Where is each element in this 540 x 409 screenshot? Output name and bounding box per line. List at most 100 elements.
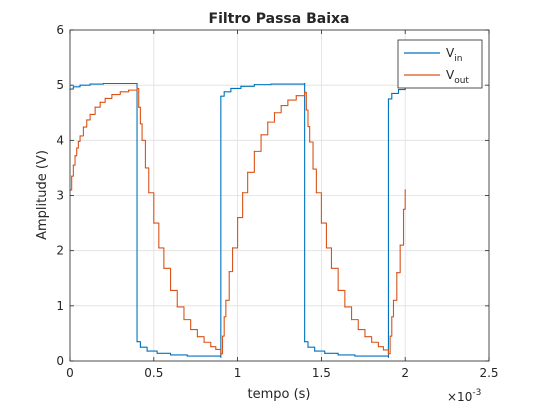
data-point-out (225, 299, 227, 301)
data-point-out (221, 335, 224, 337)
data-point-out (183, 319, 185, 321)
data-point-out (111, 93, 113, 96)
y-tick-label: 3 (56, 189, 64, 203)
x-tick-label: 1 (234, 366, 242, 380)
data-point-out (215, 348, 217, 351)
ticks: 0 0.5 1 1.5 2 2.5 0 1 2 3 4 5 6 (56, 23, 498, 380)
data-point-in (146, 350, 148, 352)
data-point-out (196, 336, 198, 338)
x-axis-label: tempo (s) (247, 387, 310, 402)
data-point-out (138, 106, 140, 108)
data-point-in (169, 354, 172, 356)
data-point-in (220, 95, 222, 97)
data-point-in (324, 352, 326, 354)
data-point-out (309, 141, 311, 143)
series-in (69, 82, 406, 358)
data-point-out (402, 208, 405, 210)
data-point-in (89, 83, 91, 85)
data-point-out (305, 109, 307, 111)
x-exponent-base: ×10 (447, 390, 472, 404)
data-point-in (156, 352, 158, 354)
data-point-in (307, 346, 309, 348)
data-point-out (389, 335, 391, 337)
data-point-out (287, 99, 289, 101)
data-point-out (223, 316, 225, 318)
y-tick-label: 0 (56, 354, 64, 368)
data-point-out (357, 328, 359, 331)
data-point-out (280, 104, 282, 107)
series-layer (69, 82, 406, 358)
data-point-in (387, 98, 390, 100)
data-point-in (387, 356, 390, 358)
data-point-out (169, 289, 172, 291)
data-point-out (176, 306, 178, 308)
data-point-out (163, 267, 165, 269)
data-point-in (314, 350, 316, 352)
data-point-in (139, 346, 141, 348)
data-point-out (382, 349, 385, 351)
data-point-out (337, 289, 339, 291)
data-point-out (210, 346, 212, 348)
data-point-out (79, 135, 81, 137)
y-tick-label: 1 (56, 299, 64, 313)
data-point-in (397, 88, 400, 91)
data-point-in (391, 92, 393, 95)
data-point-out (392, 299, 395, 301)
series-line-out (70, 87, 406, 355)
data-point-out (141, 139, 143, 141)
x-exponent-power: -3 (472, 388, 481, 398)
y-tick-label: 2 (56, 244, 64, 258)
data-point-out (344, 306, 346, 308)
data-point-out (190, 328, 192, 331)
data-point-out (304, 91, 306, 93)
data-point-out (399, 244, 401, 246)
data-point-in (270, 83, 272, 85)
data-point-out (350, 319, 353, 321)
data-point-out (153, 222, 155, 224)
data-point-out (325, 247, 328, 249)
data-point-out (330, 267, 333, 269)
data-point-out (158, 247, 160, 249)
data-point-out (404, 189, 406, 191)
y-tick-label: 4 (56, 133, 64, 147)
data-point-in (240, 85, 242, 87)
x-tick-label: 0.5 (144, 366, 163, 380)
data-point-out (74, 155, 76, 157)
data-point-out (71, 175, 73, 177)
data-point-in (354, 355, 356, 357)
data-point-out (237, 216, 239, 219)
data-point-out (77, 140, 79, 143)
data-point-in (253, 84, 255, 86)
x-exponent-label: ×10-3 (447, 388, 481, 404)
data-point-out (273, 112, 276, 114)
data-point-out (260, 134, 262, 136)
data-point-out (391, 316, 393, 318)
data-point-out (148, 192, 150, 194)
data-point-out (72, 164, 74, 166)
data-point-out (315, 192, 317, 194)
data-point-out (82, 126, 85, 128)
x-tick-label: 1.5 (312, 366, 331, 380)
y-axis-label: Amplitude (V) (35, 150, 50, 240)
x-tick-label: 2.5 (479, 366, 498, 380)
data-point-out (220, 353, 222, 355)
data-point-in (337, 354, 339, 356)
data-point-out (136, 87, 138, 90)
data-point-out (99, 101, 101, 103)
data-point-out (312, 168, 314, 170)
y-tick-label: 5 (56, 78, 64, 92)
data-point-out (396, 272, 398, 274)
data-point-out (144, 167, 147, 169)
data-point-out (89, 113, 91, 116)
data-point-out (364, 336, 366, 338)
data-point-in (102, 82, 105, 85)
data-point-out (377, 346, 379, 348)
x-tick-label: 0 (66, 366, 74, 380)
data-point-in (220, 356, 222, 358)
data-point-in (72, 86, 74, 88)
data-point-out (128, 89, 130, 91)
data-point-in (136, 82, 138, 85)
legend-name: V (446, 68, 455, 82)
